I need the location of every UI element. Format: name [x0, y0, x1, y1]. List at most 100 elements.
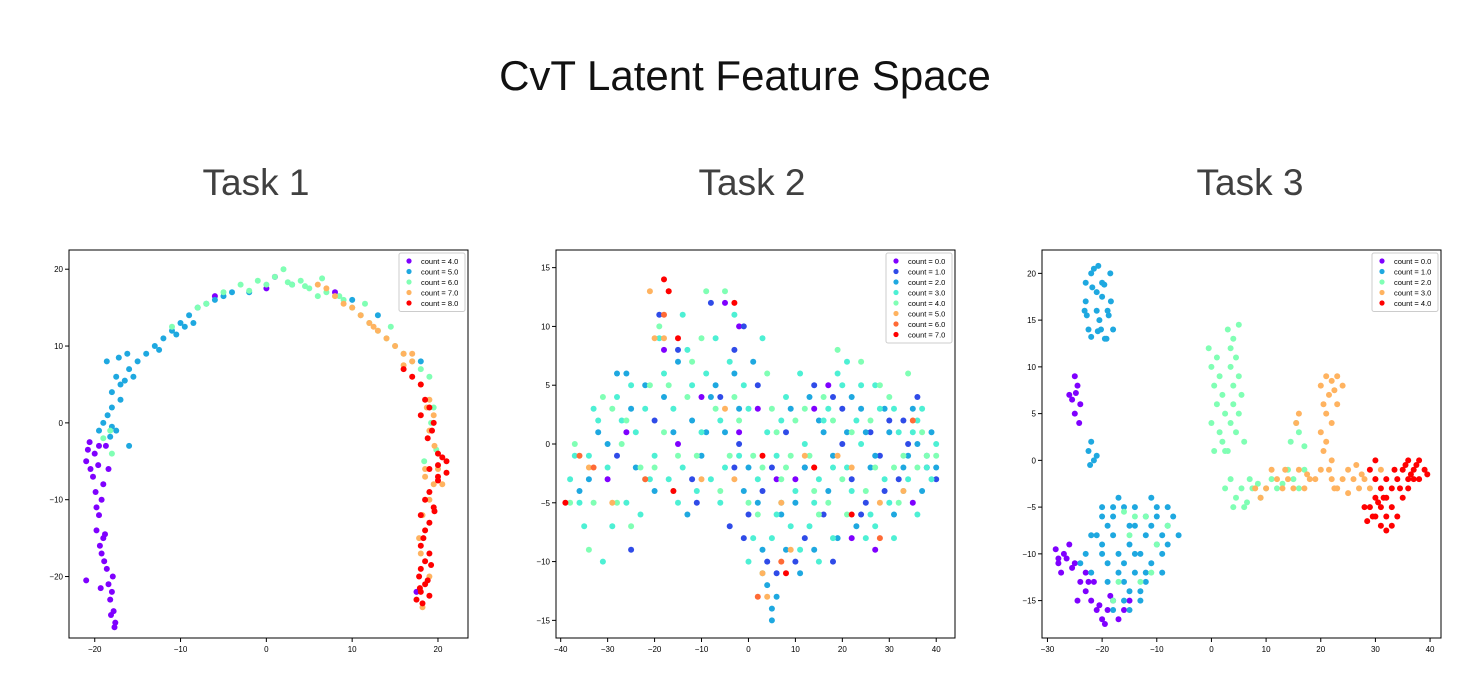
scatter-point [1394, 476, 1401, 483]
scatter-point [1060, 550, 1067, 557]
scatter-point [107, 596, 114, 603]
scatter-point [792, 499, 799, 506]
scatter-point [1263, 485, 1270, 492]
scatter-point [1293, 420, 1300, 426]
scatter-point [717, 499, 724, 506]
scatter-point [1126, 588, 1133, 595]
scatter-point [96, 542, 103, 549]
scatter-point [1131, 569, 1138, 576]
scatter-point [801, 464, 808, 471]
scatter-point [576, 499, 583, 506]
scatter-point [417, 512, 424, 519]
scatter-point [1388, 485, 1395, 492]
scatter-point [1364, 518, 1371, 525]
legend-label: count = 0.0 [1394, 257, 1431, 266]
scatter-point [1085, 448, 1092, 454]
scatter-point [693, 499, 700, 506]
scatter-point [1093, 307, 1100, 314]
scatter-point [1121, 504, 1127, 511]
scatter-point [726, 358, 733, 365]
scatter-point [562, 499, 569, 506]
scatter-point [661, 394, 667, 400]
scatter-point [424, 435, 431, 442]
legend-marker [406, 289, 412, 296]
scatter-point [651, 335, 658, 342]
scatter-point [1279, 480, 1286, 487]
scatter-point [1233, 429, 1239, 436]
legend-label: count = 2.0 [1394, 278, 1431, 287]
x-tick-label: 40 [1426, 645, 1435, 654]
scatter-point [839, 476, 846, 483]
scatter-point [392, 343, 399, 349]
scatter-point [1088, 270, 1095, 277]
scatter-point [773, 476, 780, 483]
scatter-point [820, 429, 827, 436]
scatter-point [806, 394, 813, 400]
scatter-point [759, 546, 766, 553]
scatter-point [1224, 326, 1231, 333]
scatter-point [98, 496, 105, 503]
scatter-point [590, 499, 597, 506]
scatter-point [280, 266, 287, 273]
scatter-point [595, 417, 602, 424]
scatter-point [1413, 462, 1420, 468]
scatter-point [108, 389, 115, 396]
y-tick-label: 5 [546, 381, 551, 390]
legend-label: count = 5.0 [908, 309, 945, 318]
scatter-point [1323, 410, 1330, 417]
scatter-point [665, 382, 672, 389]
scatter-point [815, 511, 822, 518]
scatter-point [876, 405, 883, 412]
scatter-point [740, 382, 747, 389]
scatter-point [374, 312, 381, 319]
scatter-point [1093, 452, 1100, 459]
scatter-point [424, 577, 431, 584]
scatter-point [1126, 532, 1133, 539]
scatter-point [93, 504, 100, 511]
scatter-point [670, 405, 677, 412]
scatter-point [872, 382, 879, 389]
scatter-point [1121, 607, 1127, 613]
scatter-point [340, 300, 347, 307]
y-tick-label: −5 [541, 499, 551, 508]
scatter-point [1094, 328, 1101, 335]
scatter-point [661, 370, 667, 377]
scatter-point [858, 441, 865, 447]
scatter-point [1224, 448, 1231, 454]
scatter-point [1148, 569, 1155, 576]
scatter-point [1148, 522, 1155, 529]
scatter-point [84, 446, 91, 453]
scatter-point [108, 450, 115, 457]
scatter-point [1131, 513, 1138, 520]
scatter-point [661, 335, 667, 342]
scatter-point [740, 535, 747, 542]
scatter-point [90, 473, 96, 480]
scatter-point [126, 442, 133, 449]
scatter-point [374, 327, 381, 334]
scatter-point [909, 405, 916, 412]
scatter-point [1345, 466, 1352, 473]
scatter-point [867, 464, 874, 471]
scatter-point [1301, 466, 1308, 473]
scatter-point [848, 511, 855, 518]
scatter-point [1126, 597, 1133, 604]
scatter-point [177, 320, 184, 326]
legend-label: count = 2.0 [908, 278, 945, 287]
scatter-point [736, 429, 743, 436]
scatter-point [867, 511, 874, 518]
scatter-point [1082, 279, 1089, 286]
scatter-point [1399, 466, 1406, 473]
scatter-point [1110, 513, 1117, 520]
scatter-point [1287, 438, 1294, 445]
scatter-point [787, 523, 794, 530]
scatter-point [1279, 485, 1286, 492]
scatter-point [834, 346, 841, 353]
scatter-point [1241, 438, 1248, 445]
legend-marker [893, 268, 899, 275]
scatter-point [745, 511, 752, 518]
scatter-point [83, 577, 90, 584]
y-tick-label: −10 [49, 496, 63, 505]
scatter-point [909, 417, 916, 424]
